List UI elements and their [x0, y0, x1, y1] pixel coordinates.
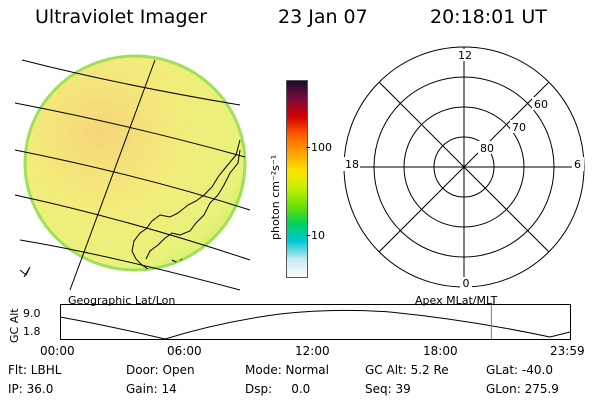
- colorbar: [286, 80, 308, 278]
- door-info: Door: Open: [126, 363, 195, 377]
- time-tick-0000: 00:00: [40, 344, 75, 358]
- ip-info: IP: 36.0: [8, 382, 54, 396]
- lat-label-70: 70: [512, 121, 526, 134]
- polar-diagonal: [378, 81, 550, 253]
- gc-alt-info: GC Alt: 5.2 Re: [365, 363, 449, 377]
- mode-info: Mode: Normal: [245, 363, 329, 377]
- seq-info: Seq: 39: [365, 382, 411, 396]
- colorbar-tick-mark: [306, 147, 310, 148]
- time-tick-1800: 18:00: [423, 344, 458, 358]
- time-tick-0600: 06:00: [167, 344, 202, 358]
- observation-date: 23 Jan 07: [278, 6, 368, 28]
- lat-label-60: 60: [534, 98, 548, 111]
- gain-info: Gain: 14: [126, 382, 177, 396]
- altitude-axis-label: GC Alt: [8, 308, 21, 343]
- glon-info: GLon: 275.9: [486, 382, 559, 396]
- instrument-title: Ultraviolet Imager: [35, 6, 208, 28]
- coastline-fragment: [19, 266, 31, 278]
- colorbar-gradient: [287, 81, 307, 277]
- filter-info: Flt: LBHL: [8, 363, 62, 377]
- mlt-label-12: 12: [458, 49, 472, 62]
- mlt-label-6: 6: [574, 158, 581, 171]
- colorbar-tick-100: 100: [311, 141, 332, 154]
- observation-time: 20:18:01 UT: [430, 6, 547, 28]
- earth-disk: [25, 56, 245, 270]
- lat-lon-grid: [14, 59, 251, 291]
- disk-limb: [23, 54, 247, 272]
- colorbar-tick-mark: [306, 235, 310, 236]
- uv-image-panel: [14, 54, 251, 291]
- altitude-ymin-label: 1.8: [23, 325, 41, 338]
- altitude-curve: [59, 309, 571, 340]
- lat-label-80: 80: [480, 142, 494, 155]
- colorbar-tick-10: 10: [311, 229, 325, 242]
- mlt-label-18: 18: [345, 158, 359, 171]
- time-tick-2359: 23:59: [550, 344, 585, 358]
- glat-info: GLat: -40.0: [486, 363, 553, 377]
- altitude-ymax-label: 9.0: [23, 307, 41, 320]
- dsp-info: Dsp: 0.0: [245, 382, 311, 396]
- apex-caption: Apex MLat/MLT: [415, 294, 498, 307]
- polar-plot: 12 18 6 0 60 70 80: [342, 46, 585, 290]
- mlt-label-0: 0: [463, 277, 470, 290]
- colorbar-unit-label: photon cm⁻²s⁻¹: [269, 154, 282, 240]
- altitude-strip: [59, 304, 571, 340]
- geographic-caption: Geographic Lat/Lon: [68, 294, 176, 307]
- time-tick-1200: 12:00: [295, 344, 330, 358]
